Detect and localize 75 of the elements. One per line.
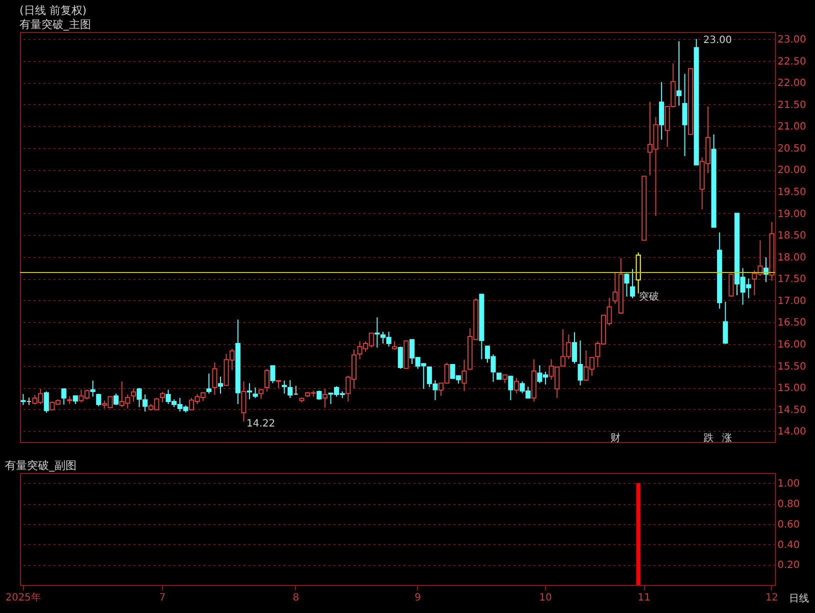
- candlestick: [218, 376, 224, 394]
- candlestick: [241, 380, 246, 422]
- candlestick: [763, 256, 769, 283]
- annotation: 财: [610, 432, 620, 444]
- candlestick: [322, 388, 328, 408]
- candlestick: [682, 73, 688, 157]
- candlestick: [508, 376, 514, 401]
- y-tick-label: 21.50: [778, 100, 806, 111]
- candlestick: [676, 40, 682, 106]
- x-tick-label: 7: [159, 592, 166, 604]
- y-tick-label: 23.00: [778, 34, 806, 46]
- candlestick: [114, 393, 119, 406]
- candlestick: [206, 373, 212, 394]
- y-tick-label: 0.20: [778, 560, 800, 572]
- candlestick: [160, 391, 165, 403]
- candlestick: [514, 377, 519, 394]
- annotation: 突破: [639, 290, 660, 302]
- candlestick: [20, 394, 26, 406]
- y-tick-label: 22.50: [778, 56, 806, 68]
- annotation: 23.00: [703, 35, 732, 46]
- y-tick-label: 19.00: [778, 208, 806, 220]
- candlestick: [659, 82, 664, 140]
- y-tick-label: 22.00: [778, 78, 806, 90]
- y-tick-label: 0.40: [778, 540, 800, 551]
- y-tick-label: 14.00: [778, 426, 806, 438]
- y-tick-label: 15.00: [778, 383, 806, 394]
- chart-title: (日线 前复权): [20, 4, 87, 17]
- candlestick: [462, 359, 467, 392]
- candlestick: [722, 301, 728, 344]
- candlestick: [96, 393, 102, 407]
- text: 日线: [788, 592, 809, 604]
- candlestick: [398, 346, 403, 370]
- candlestick: [130, 388, 136, 402]
- y-tick-label: 0.60: [778, 519, 800, 530]
- x-tick-label: 9: [414, 592, 421, 604]
- y-tick-label: 0.80: [778, 499, 800, 510]
- candlestick: [270, 365, 276, 384]
- y-tick-label: 17.00: [778, 296, 806, 307]
- annotation: 14.22: [246, 418, 276, 430]
- y-tick-label: 15.50: [778, 361, 806, 372]
- y-tick-label: 16.50: [778, 318, 806, 329]
- y-tick-label: 19.50: [778, 186, 806, 198]
- x-tick-label: 2025年: [5, 592, 41, 604]
- candlestick: [44, 390, 49, 414]
- y-tick-label: 18.50: [778, 230, 806, 242]
- x-tick-label: 11: [638, 592, 651, 604]
- annotation: 涨: [722, 432, 732, 444]
- y-tick-label: 14.50: [778, 404, 806, 416]
- candlestick: [246, 382, 252, 400]
- y-tick-label: 20.50: [778, 143, 806, 154]
- y-tick-label: 16.00: [778, 339, 806, 350]
- candlestick: [252, 387, 258, 398]
- x-tick-label: 12: [765, 592, 778, 604]
- chart-title: 有量突破_副图: [4, 459, 76, 472]
- y-tick-label: 17.50: [778, 274, 806, 286]
- annotation: 跌: [703, 432, 714, 444]
- x-tick-label: 10: [539, 592, 552, 604]
- candlestick: [624, 272, 630, 297]
- candlestick: [630, 268, 636, 299]
- candlestick: [212, 362, 218, 396]
- candlestick: [288, 380, 293, 398]
- chart-subtitle: 有量突破_主图: [20, 18, 91, 31]
- candlestick: [572, 332, 578, 364]
- x-tick-label: 8: [292, 592, 300, 604]
- candlestick: [282, 380, 287, 394]
- candlestick: [90, 380, 96, 398]
- y-tick-label: 18.00: [778, 252, 806, 264]
- candlestick: [374, 316, 380, 348]
- candlestick: [728, 272, 734, 297]
- y-tick-label: 20.00: [778, 165, 806, 176]
- y-tick-label: 1.00: [778, 478, 800, 490]
- candlestick: [264, 368, 270, 392]
- candlestick: [61, 388, 66, 406]
- y-tick-label: 21.00: [778, 122, 806, 133]
- candlestick: [578, 340, 583, 386]
